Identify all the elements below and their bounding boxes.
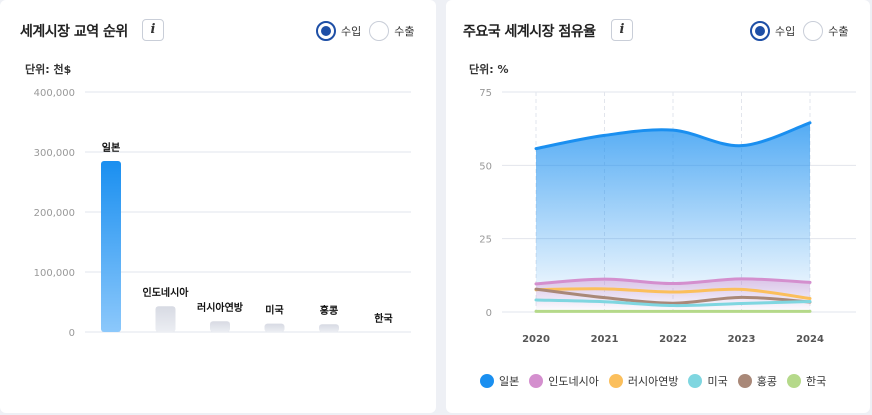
bar	[264, 323, 285, 332]
series-line	[534, 287, 812, 301]
legend-item[interactable]: 러시아연방	[608, 373, 679, 389]
share-type-radio-group: 수입 수출	[750, 21, 857, 41]
legend-item[interactable]: 인도네시아	[529, 373, 599, 389]
radio-export[interactable]: 수출	[803, 21, 849, 41]
radio-import[interactable]: 수입	[750, 21, 795, 41]
bar-chart: 400,000 300,000 200,000 100,000 0 일본인도네시아러시아연…	[34, 88, 411, 339]
radio-export-label: 수출	[828, 25, 849, 38]
radio-unselected-icon	[803, 21, 824, 41]
unit-label: 단위: 천$	[25, 63, 72, 76]
y-tick-label: 75	[479, 88, 492, 99]
trade-ranking-title: 세계시장 교역 순위	[20, 24, 128, 40]
unit-label: 단위: %	[469, 63, 509, 76]
y-tick-label: 300,000	[34, 148, 75, 159]
series-area	[536, 122, 810, 312]
market-share-title: 주요국 세계시장 점유율	[463, 24, 596, 40]
radio-import-label: 수입	[341, 25, 362, 38]
trade-type-radio-group: 수입 수출	[316, 21, 423, 41]
info-button[interactable]: i	[142, 19, 164, 41]
market-share-panel: 주요국 세계시장 점유율 i 수입 수출 단위: % 75 50 25 0 2020 20…	[446, 0, 870, 413]
y-tick-label: 200,000	[34, 208, 75, 219]
legend-label: 미국	[707, 375, 728, 388]
series-line	[534, 287, 812, 305]
series-line	[534, 121, 812, 151]
y-tick-label: 400,000	[34, 88, 75, 99]
radio-selected-icon	[750, 21, 770, 41]
legend-item[interactable]: 일본	[480, 373, 519, 389]
series-line	[534, 298, 812, 308]
legend-item[interactable]: 한국	[786, 373, 827, 389]
y-tick-label: 25	[479, 235, 492, 246]
x-tick-label: 2022	[659, 334, 687, 345]
area-chart: 75 50 25 0 2020 2021 2022 2023 2024	[479, 88, 856, 345]
legend-label: 일본	[499, 375, 520, 388]
legend-label: 인도네시아	[548, 375, 599, 388]
bar	[210, 321, 230, 332]
legend-swatch-icon	[480, 374, 494, 388]
legend-label: 홍콩	[756, 375, 777, 388]
bar	[155, 306, 176, 332]
bar-category-label: 홍콩	[320, 304, 338, 317]
legend-swatch-icon	[529, 374, 544, 388]
bar-category-label: 한국	[374, 313, 392, 325]
radio-unselected-icon	[369, 21, 390, 41]
info-button[interactable]: i	[611, 19, 633, 41]
radio-import-label: 수입	[775, 25, 796, 38]
y-tick-label: 0	[69, 328, 75, 339]
bar	[319, 324, 339, 332]
x-tick-label: 2020	[522, 334, 550, 345]
radio-selected-icon	[316, 21, 336, 41]
bar	[101, 161, 121, 332]
chart-legend: 일본 인도네시아 러시아연방 미국 홍콩 한국	[480, 373, 836, 389]
bar-category-label: 인도네시아	[143, 286, 190, 299]
bar-category-label: 미국	[265, 304, 283, 317]
radio-export-label: 수출	[394, 25, 415, 38]
x-tick-label: 2023	[728, 334, 756, 345]
bar-category-label: 일본	[102, 141, 120, 154]
bar-category-label: 러시아연방	[197, 301, 244, 314]
trade-ranking-panel: 세계시장 교역 순위 i 수입 수출 단위: 천$ 400,000 300,000…	[0, 0, 436, 413]
series-line	[534, 277, 812, 286]
legend-label: 한국	[805, 375, 827, 388]
radio-import[interactable]: 수입	[316, 21, 361, 41]
legend-item[interactable]: 홍콩	[737, 373, 777, 389]
legend-swatch-icon	[737, 374, 752, 388]
y-tick-label: 0	[486, 308, 492, 319]
legend-swatch-icon	[608, 374, 623, 388]
x-tick-label: 2021	[591, 334, 619, 345]
y-tick-label: 50	[479, 161, 492, 172]
y-tick-label: 100,000	[34, 268, 75, 279]
legend-swatch-icon	[786, 374, 801, 388]
x-tick-label: 2024	[796, 334, 824, 345]
radio-export[interactable]: 수출	[369, 21, 415, 41]
legend-swatch-icon	[688, 374, 703, 388]
legend-item[interactable]: 미국	[688, 373, 728, 389]
legend-label: 러시아연방	[627, 375, 679, 388]
